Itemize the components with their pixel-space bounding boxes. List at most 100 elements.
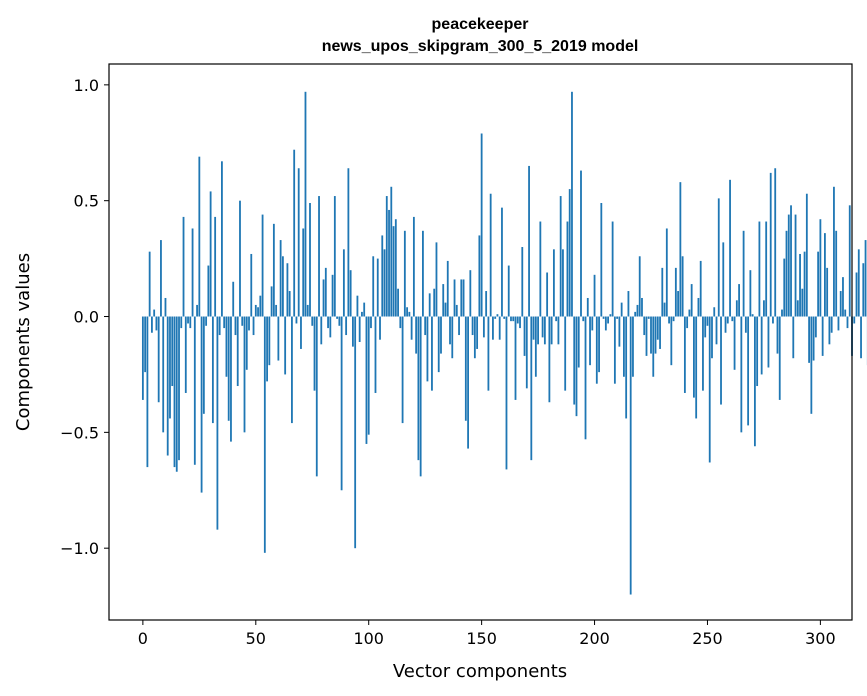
bar [207,265,210,317]
bar [349,270,352,317]
bar [214,216,217,317]
bar [695,316,698,419]
bar [164,297,167,317]
bar [848,205,851,317]
bar [315,316,318,477]
bar [812,316,815,361]
bar [153,309,156,317]
bar [243,316,246,433]
bar [464,316,467,421]
bar [218,316,221,336]
bar [437,316,440,373]
bar [828,316,831,345]
bar [202,316,205,414]
bar [591,316,594,331]
bar [254,304,257,317]
bar [189,316,192,329]
bar [415,316,418,354]
bar [476,316,479,349]
bar [783,258,786,317]
bar [178,316,180,461]
bar [814,316,817,338]
bar [182,216,185,317]
bar [672,316,675,322]
bar [665,228,668,317]
bar [250,253,253,317]
bar [198,156,201,317]
bar [313,316,316,391]
bar [787,214,790,317]
bar [291,316,293,424]
bar [361,311,363,317]
bars-group [141,91,867,595]
bar [248,316,250,331]
bar [844,309,847,317]
bar [534,316,537,377]
bar [458,316,460,336]
bar [769,172,772,317]
bar [774,168,777,317]
bar [270,286,273,317]
bar [473,316,476,359]
bar [162,316,165,433]
bar [659,316,661,349]
bar [607,316,609,324]
bar [647,316,650,319]
bar [679,182,682,317]
bar [507,265,510,317]
bar [706,316,709,326]
bar [613,316,616,384]
x-tick-label: 150 [466,629,497,648]
bar [532,316,535,340]
bar [713,307,716,317]
bar [805,193,808,317]
bar [209,191,212,317]
bar [842,277,844,317]
bar [860,316,862,359]
y-tick-label: −1.0 [60,539,99,558]
bar [428,293,431,317]
bar [370,316,372,329]
bar [381,235,384,317]
bar [801,288,804,317]
bar [530,316,533,461]
bar [505,316,508,470]
bar [252,316,255,336]
bar [699,260,702,317]
bar [528,165,530,317]
bar [333,196,336,317]
bar [548,316,551,403]
bar [503,316,506,319]
bar [715,316,718,345]
bar [394,219,397,317]
bar [180,316,183,329]
bar [742,230,745,317]
bar [356,295,359,317]
bar [374,316,377,393]
bar [760,316,763,375]
bar [688,309,691,317]
bar [232,281,235,317]
bar [763,300,765,317]
bar [559,196,562,317]
bar [419,316,422,477]
bar [327,316,329,329]
bar [749,270,752,317]
bar [148,251,151,317]
bar [444,302,447,317]
bar [833,186,835,317]
bar [354,316,357,549]
bar [602,316,605,319]
bar [656,316,659,340]
bar [320,316,323,345]
bar [641,297,643,317]
bar [697,297,700,317]
bar [645,316,648,356]
bar [595,316,598,384]
bar [708,316,711,463]
bar [731,316,734,322]
bar [552,249,555,317]
bar [582,316,585,322]
bar [862,263,865,317]
